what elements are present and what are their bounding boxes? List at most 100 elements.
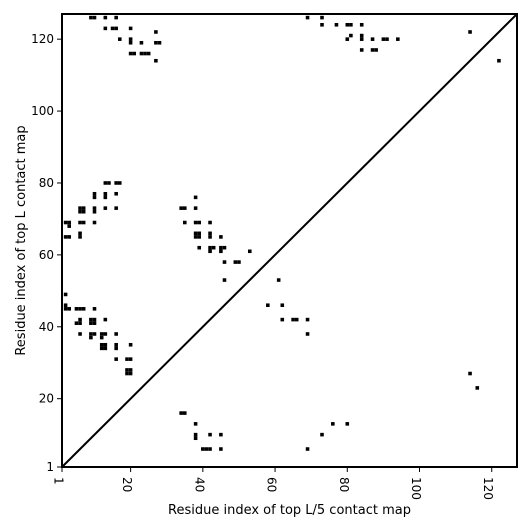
contact-point — [92, 307, 97, 311]
contact-point — [67, 307, 72, 311]
contact-point — [63, 307, 68, 311]
contact-point — [385, 37, 389, 41]
y-tick-label: 60 — [39, 248, 54, 262]
contact-point — [67, 224, 72, 228]
contact-point — [193, 422, 198, 426]
y-tick-label: 120 — [31, 32, 54, 46]
contact-point — [197, 235, 202, 239]
contact-point — [201, 447, 205, 451]
contact-point — [139, 51, 144, 56]
contact-point — [114, 332, 118, 336]
contact-point — [208, 231, 212, 236]
contact-point — [179, 206, 183, 210]
contact-point — [219, 447, 223, 451]
contact-point — [125, 371, 129, 376]
contact-point — [331, 422, 335, 426]
x-axis: 1 20 40 60 80 100 120 — [52, 467, 495, 500]
contact-point — [154, 58, 158, 63]
contact-point — [81, 220, 86, 225]
contact-point — [305, 332, 310, 336]
contact-point — [128, 37, 133, 41]
contact-point — [211, 245, 216, 250]
contact-point — [179, 411, 183, 415]
contact-point — [266, 303, 270, 307]
contact-point — [78, 231, 82, 236]
contact-point — [222, 260, 227, 264]
contact-point — [157, 40, 162, 45]
contact-point — [208, 235, 212, 239]
contact-point — [208, 447, 212, 451]
contact-point — [103, 26, 108, 31]
contact-point — [359, 48, 364, 52]
contact-point — [320, 432, 324, 437]
contact-point — [305, 317, 310, 322]
contact-point — [349, 23, 353, 27]
contact-point — [103, 15, 108, 20]
contact-point — [233, 260, 238, 264]
contact-point — [182, 220, 187, 225]
contact-point — [139, 40, 144, 45]
contact-point — [280, 317, 285, 322]
contact-point — [78, 220, 82, 225]
contact-point — [247, 249, 252, 254]
contact-point — [74, 321, 79, 325]
contact-point — [103, 332, 108, 336]
contact-point — [222, 245, 227, 250]
contact-point — [99, 332, 104, 336]
contact-point — [475, 386, 480, 390]
contact-point — [103, 206, 108, 210]
contact-point — [103, 195, 108, 200]
x-tick-label: 1 — [52, 477, 66, 485]
diagonal-line — [61, 13, 518, 468]
contact-point — [81, 209, 86, 214]
contact-point — [103, 317, 108, 322]
contact-point — [197, 231, 202, 236]
contact-point — [128, 40, 133, 45]
x-tick-label: 60 — [265, 477, 279, 492]
contact-point — [67, 235, 72, 239]
contact-point — [370, 48, 375, 52]
contact-point — [103, 191, 108, 196]
x-tick-label: 120 — [481, 477, 495, 500]
contact-point — [89, 317, 93, 322]
y-tick-label: 80 — [39, 176, 54, 190]
contact-point — [193, 195, 198, 200]
contact-point — [182, 206, 187, 210]
contact-point — [359, 37, 364, 41]
contact-point — [103, 346, 108, 351]
contact-point — [128, 51, 133, 56]
contact-point — [345, 23, 350, 27]
x-tick-label: 40 — [192, 477, 206, 492]
contact-point — [497, 58, 501, 63]
contact-point — [92, 332, 97, 336]
contact-point — [78, 209, 82, 214]
contact-point — [117, 37, 122, 41]
contact-point — [143, 51, 147, 56]
contact-point — [99, 342, 104, 347]
contact-point — [92, 209, 97, 214]
contact-point — [63, 220, 68, 225]
contact-point — [294, 317, 299, 322]
contact-point — [320, 15, 324, 20]
contact-point — [92, 191, 97, 196]
contact-point — [92, 220, 97, 225]
contact-point — [78, 317, 82, 322]
contact-point — [468, 30, 472, 34]
contact-point — [92, 15, 97, 20]
contact-point — [78, 307, 82, 311]
contact-point — [193, 235, 198, 239]
contact-point — [128, 26, 133, 31]
contact-point — [114, 206, 118, 210]
contact-point — [63, 303, 68, 307]
contact-point — [103, 342, 108, 347]
contact-point — [125, 368, 129, 372]
contact-point — [125, 357, 129, 361]
contact-point — [219, 235, 223, 239]
contact-point — [99, 335, 104, 340]
contact-point — [67, 220, 72, 225]
contact-point — [128, 368, 133, 372]
contact-point — [92, 195, 97, 200]
contact-point — [103, 181, 108, 185]
contact-point — [291, 317, 295, 322]
